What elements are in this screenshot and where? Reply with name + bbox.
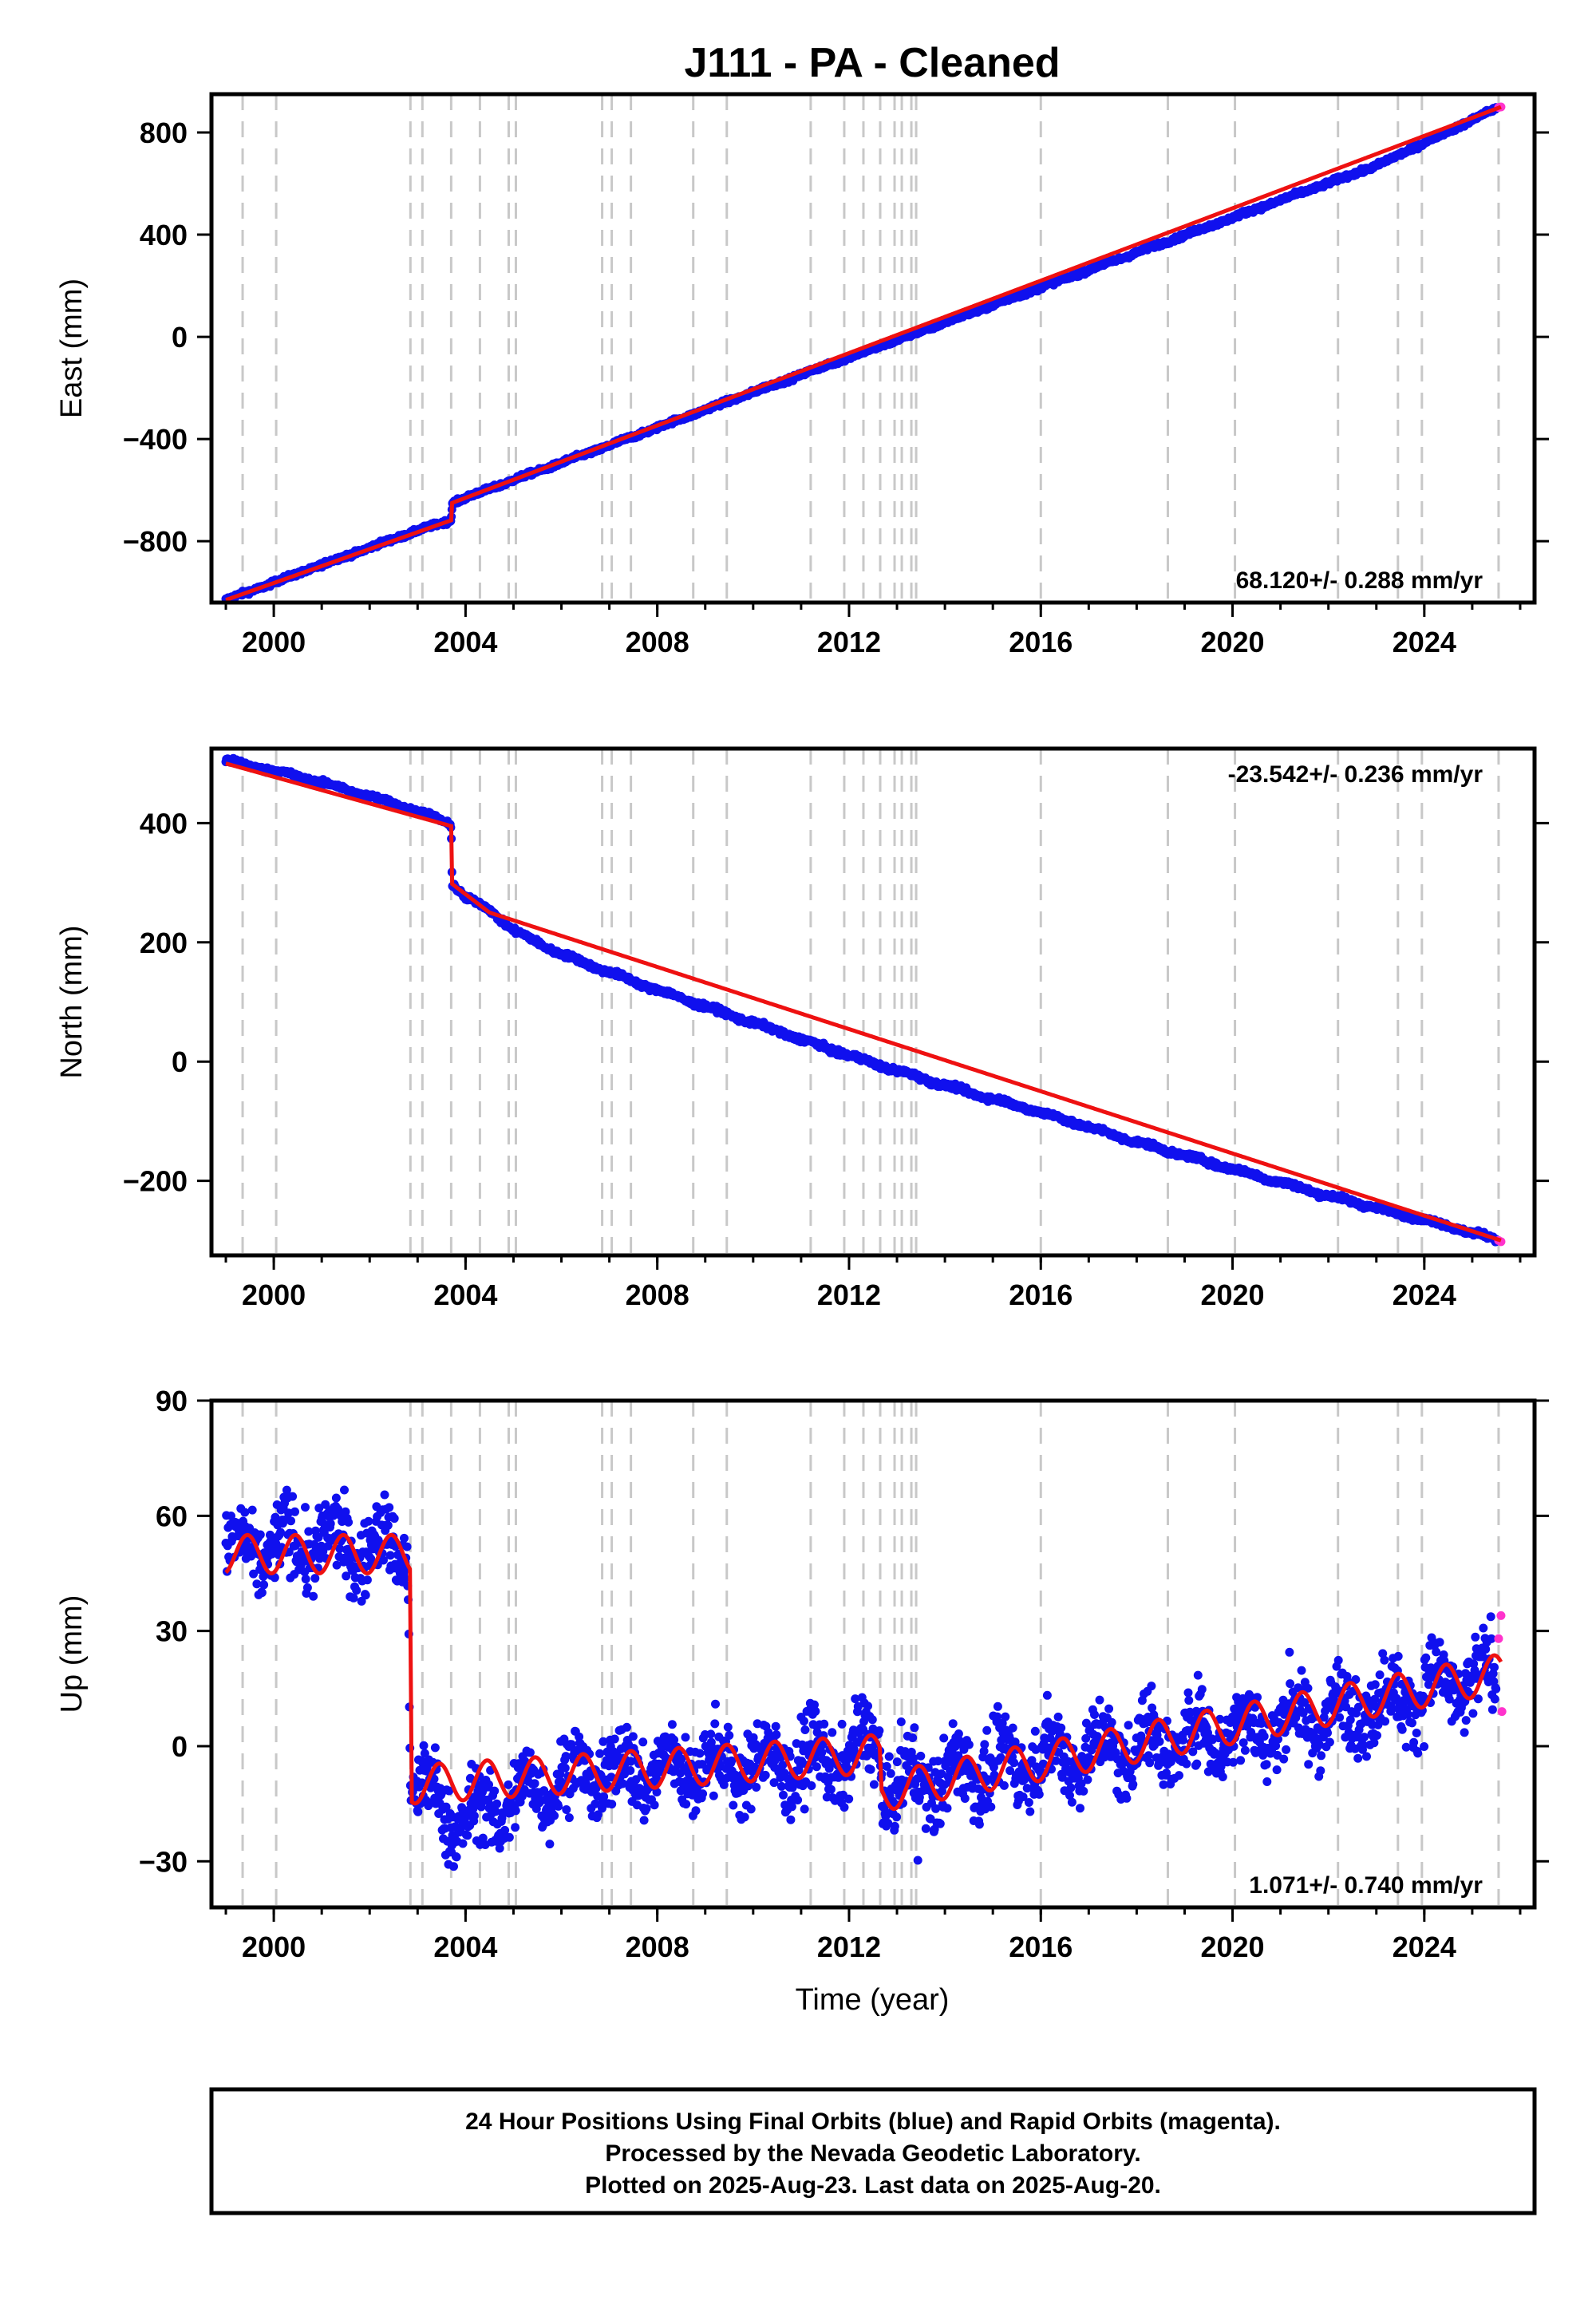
y-tick-label: 0 [172,1045,188,1078]
model-fit-line [225,105,1502,603]
y-tick-label: −400 [123,423,188,456]
footer-line-2: Processed by the Nevada Geodetic Laborat… [605,2140,1140,2167]
north-event-lines [241,749,1500,1255]
north-axis-ticks: 2000 2004 2008 2012 2016 2020 2024 −200 0 200 400 [123,807,1549,1311]
x-tick-label: 2024 [1393,626,1456,658]
model-fit-line [224,1532,1503,1812]
x-tick-label: 2016 [1009,626,1073,658]
x-tick-label: 2004 [433,1279,497,1311]
x-tick-label: 2012 [817,1931,881,1963]
y-tick-label: 30 [156,1615,188,1648]
east-y-axis-label: East (mm) [55,279,89,418]
north-plot-frame [209,746,1537,1258]
x-tick-label: 2004 [433,626,497,658]
x-tick-label: 2008 [626,1279,689,1311]
up-axis-ticks: 2000 2004 2008 2012 2016 2020 2024 −30 0 30 60 90 [139,1385,1549,1963]
x-tick-label: 2004 [433,1931,497,1963]
y-tick-label: −30 [139,1845,188,1878]
rapid-orbit-point [1496,1611,1506,1620]
x-tick-label: 2000 [242,1279,306,1311]
y-tick-label: 60 [156,1500,188,1532]
y-tick-label: −800 [123,525,188,558]
up-event-lines [241,1401,1500,1907]
figure-title: J111 - PA - Cleaned [684,40,1060,86]
footer-line-3: Plotted on 2025-Aug-23. Last data on 202… [585,2172,1161,2199]
rapid-orbit-point [1497,1707,1507,1717]
east-rate-label: 68.120+/- 0.288 mm/yr [1236,567,1483,594]
x-tick-label: 2016 [1009,1279,1073,1311]
x-tick-label: 2020 [1200,626,1264,658]
y-tick-label: 800 [140,117,188,149]
up-rate-label: 1.071+/- 0.740 mm/yr [1249,1872,1483,1899]
north-panel: 2000 2004 2008 2012 2016 2020 2024−2000200400 … [55,746,1549,1311]
x-tick-label: 2016 [1009,1931,1073,1963]
x-tick-label: 2012 [817,626,881,658]
east-plot-frame [209,92,1537,605]
final-orbit-points [221,753,1501,1247]
north-y-axis-label: North (mm) [55,925,89,1078]
y-tick-label: 400 [140,807,188,840]
x-tick-label: 2020 [1200,1279,1264,1311]
north-position-points [221,753,1506,1247]
up-y-axis-label: Up (mm) [55,1595,89,1713]
north-model-line [225,761,1502,1243]
y-tick-label: 90 [156,1385,188,1417]
final-orbit-points [221,1485,1501,1871]
y-tick-label: 400 [140,219,188,251]
x-tick-label: 2012 [817,1279,881,1311]
y-tick-label: −200 [123,1165,188,1198]
y-tick-label: 0 [172,321,188,354]
x-tick-label: 2008 [626,1931,689,1963]
east-panel: 2000 2004 2008 2012 2016 2020 2024 −800 −400 0 400… [55,92,1549,658]
east-axis-ticks: 2000 2004 2008 2012 2016 2020 2024 −800 −400 0 400… [123,117,1549,658]
y-tick-label: 200 [140,927,188,959]
rapid-orbit-point [1494,1634,1503,1643]
up-plot-frame [209,1398,1537,1910]
footer-box: 24 Hour Positions Using Final Orbits (bl… [209,2087,1537,2215]
x-tick-label: 2000 [242,1931,306,1963]
x-tick-label: 2000 [242,626,306,658]
x-tick-label: 2024 [1393,1931,1456,1963]
x-tick-label: 2020 [1200,1931,1264,1963]
x-tick-label: 2024 [1393,1279,1456,1311]
footer-line-1: 24 Hour Positions Using Final Orbits (bl… [465,2109,1281,2135]
y-tick-label: 0 [172,1730,188,1763]
east-model-line [225,105,1502,603]
model-fit-line [225,761,1502,1243]
x-tick-label: 2008 [626,626,689,658]
up-panel: 2000 2004 2008 2012 2016 2020 2024 −30 0 30 60 90 U… [55,1385,1549,1963]
north-rate-label: -23.542+/- 0.236 mm/yr [1228,761,1483,788]
x-axis-label: Time (year) [796,1983,950,2017]
up-position-points [221,1485,1507,1871]
up-model-line [224,1532,1503,1812]
